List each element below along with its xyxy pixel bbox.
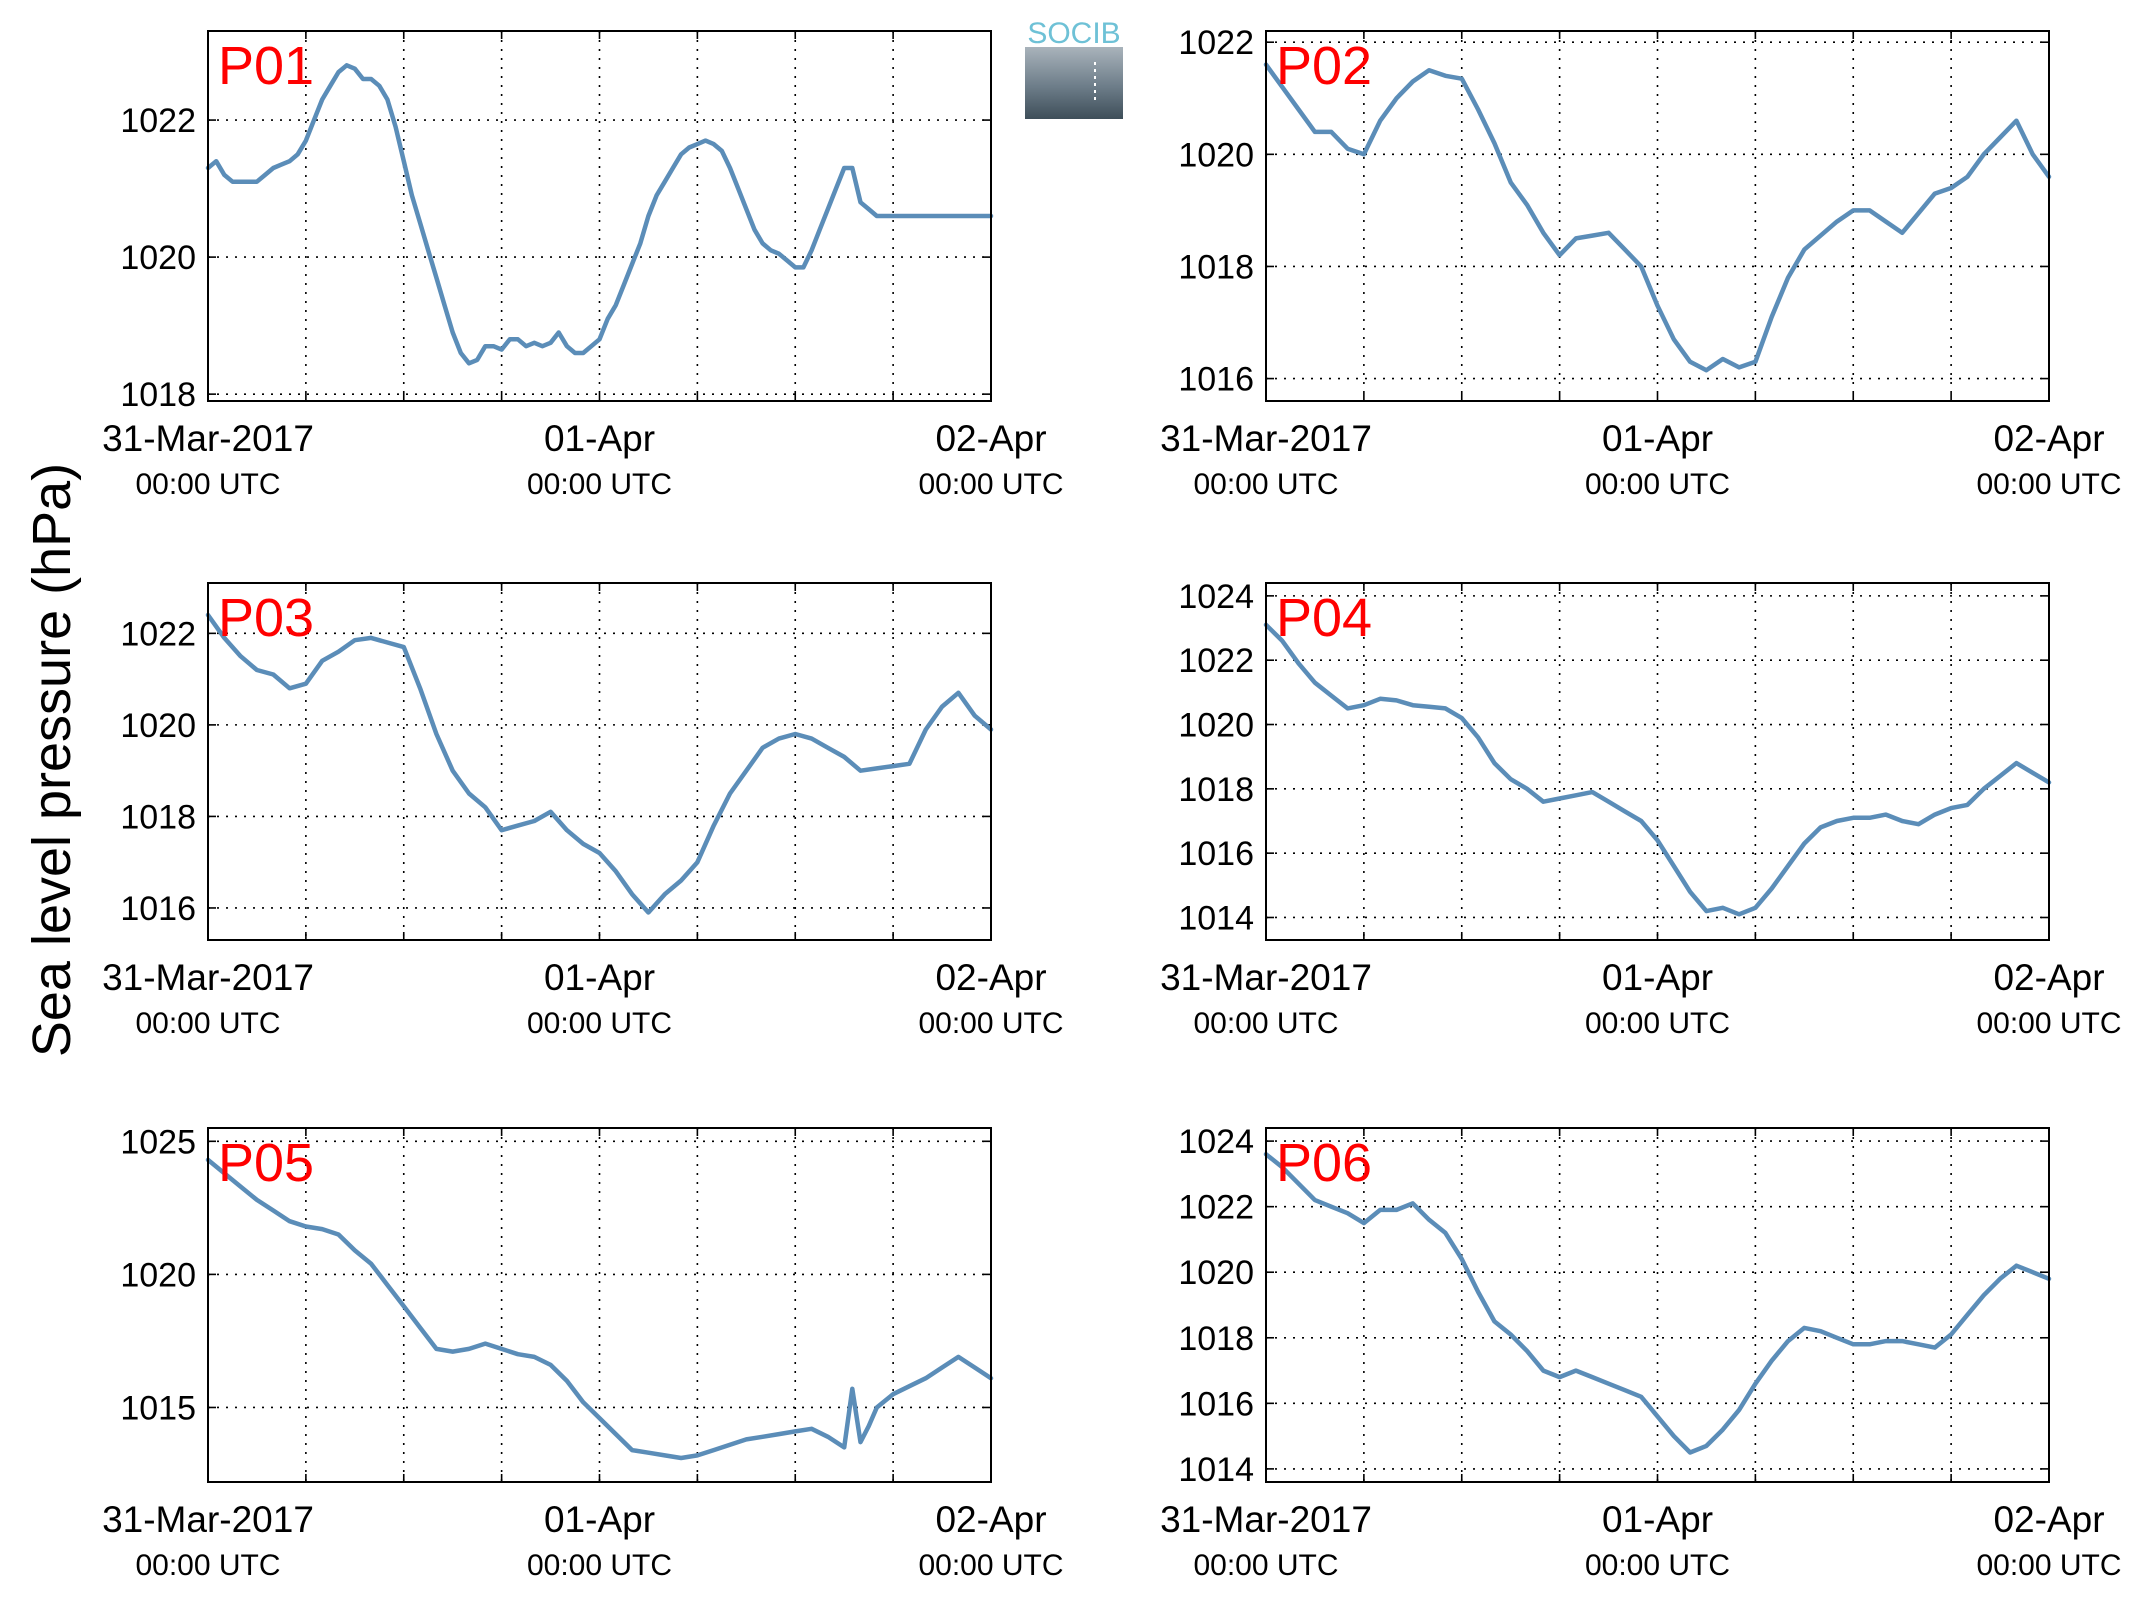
x-tick-label-time: 00:00 UTC bbox=[1193, 1007, 1338, 1040]
x-tick-label-date: 31-Mar-2017 bbox=[1160, 418, 1372, 459]
panel-p04: 1014 1016 1018 1020 1022 1024 P04 31-Mar-2017 00… bbox=[1160, 578, 2121, 1040]
y-tick-label: 1016 bbox=[1178, 1385, 1254, 1423]
panel-label: P01 bbox=[218, 36, 314, 96]
panels: 1018 1020 1022 P01 31-Mar-2017 00:00 UTC 01-Ap… bbox=[102, 24, 2121, 1582]
x-tick-label-date: 02-Apr bbox=[935, 957, 1046, 998]
y-tick-label: 1022 bbox=[1178, 1189, 1254, 1227]
y-tick-label: 1022 bbox=[120, 102, 196, 140]
y-tick-label: 1020 bbox=[1178, 1254, 1254, 1292]
axes-frame bbox=[207, 1127, 992, 1483]
series-line-p03 bbox=[205, 612, 994, 915]
y-tick-label: 1020 bbox=[120, 239, 196, 277]
series-line-p02 bbox=[1263, 62, 2052, 373]
x-tick-label-date: 01-Apr bbox=[544, 957, 655, 998]
x-tick-label-time: 00:00 UTC bbox=[918, 1007, 1063, 1040]
panel-label: P05 bbox=[218, 1133, 314, 1193]
x-tick-label-time: 00:00 UTC bbox=[1585, 1549, 1730, 1582]
y-tick-label: 1022 bbox=[1178, 642, 1254, 680]
x-tick-label-time: 00:00 UTC bbox=[1976, 468, 2121, 501]
x-tick-label-date: 31-Mar-2017 bbox=[102, 1499, 314, 1540]
panel-p03: 1016 1018 1020 1022 P03 31-Mar-2017 00:00 UTC 0… bbox=[102, 582, 1064, 1040]
x-tick-label-date: 31-Mar-2017 bbox=[1160, 1499, 1372, 1540]
y-tick-label: 1024 bbox=[1178, 578, 1254, 616]
socib-logo: SOCIB bbox=[1025, 17, 1123, 119]
y-tick-label: 1018 bbox=[1178, 771, 1254, 809]
y-axis-label: Sea level pressure (hPa) bbox=[22, 463, 82, 1057]
x-tick-label-time: 00:00 UTC bbox=[135, 468, 280, 501]
x-tick-label-time: 00:00 UTC bbox=[1193, 1549, 1338, 1582]
x-tick-label-date: 02-Apr bbox=[1993, 957, 2104, 998]
series-line-p01 bbox=[205, 63, 994, 366]
y-tick-label: 1015 bbox=[120, 1389, 196, 1427]
series-line-p04 bbox=[1263, 622, 2052, 917]
x-tick-label-time: 00:00 UTC bbox=[918, 468, 1063, 501]
x-tick-label-time: 00:00 UTC bbox=[1976, 1007, 2121, 1040]
y-tick-label: 1016 bbox=[1178, 835, 1254, 873]
x-tick-label-time: 00:00 UTC bbox=[527, 1007, 672, 1040]
x-tick-label-time: 00:00 UTC bbox=[1585, 1007, 1730, 1040]
x-tick-label-date: 01-Apr bbox=[544, 418, 655, 459]
x-tick-label-date: 01-Apr bbox=[1602, 1499, 1713, 1540]
x-tick-label-date: 31-Mar-2017 bbox=[102, 957, 314, 998]
axes-frame bbox=[1265, 582, 2050, 941]
x-tick-label-time: 00:00 UTC bbox=[1585, 468, 1730, 501]
y-tick-label: 1018 bbox=[120, 798, 196, 836]
x-tick-label-date: 31-Mar-2017 bbox=[102, 418, 314, 459]
axes-frame bbox=[207, 582, 992, 941]
x-tick-label-time: 00:00 UTC bbox=[527, 1549, 672, 1582]
x-tick-label-time: 00:00 UTC bbox=[918, 1549, 1063, 1582]
x-tick-label-time: 00:00 UTC bbox=[135, 1007, 280, 1040]
x-tick-label-time: 00:00 UTC bbox=[1193, 468, 1338, 501]
y-tick-label: 1018 bbox=[120, 376, 196, 414]
axes-frame bbox=[1265, 1127, 2050, 1483]
axes-frame bbox=[1265, 30, 2050, 402]
panel-label: P03 bbox=[218, 588, 314, 648]
panel-label: P04 bbox=[1276, 588, 1372, 648]
panel-p05: 1015 1020 1025 P05 31-Mar-2017 00:00 UTC 01-Ap… bbox=[102, 1123, 1063, 1582]
panel-p06: 1014 1016 1018 1020 1022 1024 P06 31-Mar-2017 00… bbox=[1160, 1123, 2121, 1582]
axes-frame bbox=[207, 30, 992, 402]
panel-label: P02 bbox=[1276, 36, 1372, 96]
y-tick-label: 1016 bbox=[120, 890, 196, 928]
panel-p02: 1016 1018 1020 1022 P02 31-Mar-2017 00:00 UTC 0… bbox=[1160, 24, 2121, 501]
series-line-p05 bbox=[205, 1157, 994, 1461]
x-tick-label-date: 02-Apr bbox=[935, 1499, 1046, 1540]
x-tick-label-date: 31-Mar-2017 bbox=[1160, 957, 1372, 998]
y-tick-label: 1020 bbox=[120, 707, 196, 745]
x-tick-label-date: 02-Apr bbox=[935, 418, 1046, 459]
y-tick-label: 1022 bbox=[1178, 24, 1254, 62]
y-tick-label: 1014 bbox=[1178, 1451, 1254, 1489]
x-tick-label-date: 02-Apr bbox=[1993, 1499, 2104, 1540]
y-tick-label: 1022 bbox=[120, 615, 196, 653]
y-tick-label: 1014 bbox=[1178, 899, 1254, 937]
x-tick-label-date: 01-Apr bbox=[544, 1499, 655, 1540]
y-tick-label: 1024 bbox=[1178, 1123, 1254, 1161]
x-tick-label-date: 01-Apr bbox=[1602, 957, 1713, 998]
x-tick-label-time: 00:00 UTC bbox=[527, 468, 672, 501]
x-tick-label-time: 00:00 UTC bbox=[135, 1549, 280, 1582]
x-tick-label-date: 02-Apr bbox=[1993, 418, 2104, 459]
y-tick-label: 1016 bbox=[1178, 361, 1254, 399]
x-tick-label-date: 01-Apr bbox=[1602, 418, 1713, 459]
y-tick-label: 1020 bbox=[1178, 136, 1254, 174]
panel-p01: 1018 1020 1022 P01 31-Mar-2017 00:00 UTC 01-Ap… bbox=[102, 30, 1064, 501]
y-tick-label: 1020 bbox=[120, 1256, 196, 1294]
y-tick-label: 1018 bbox=[1178, 248, 1254, 286]
series-line-p06 bbox=[1263, 1151, 2052, 1455]
y-tick-label: 1020 bbox=[1178, 707, 1254, 745]
panel-label: P06 bbox=[1276, 1133, 1372, 1193]
y-tick-label: 1025 bbox=[120, 1123, 196, 1161]
socib-logo-text: SOCIB bbox=[1027, 17, 1120, 50]
y-tick-label: 1018 bbox=[1178, 1320, 1254, 1358]
x-tick-label-time: 00:00 UTC bbox=[1976, 1549, 2121, 1582]
